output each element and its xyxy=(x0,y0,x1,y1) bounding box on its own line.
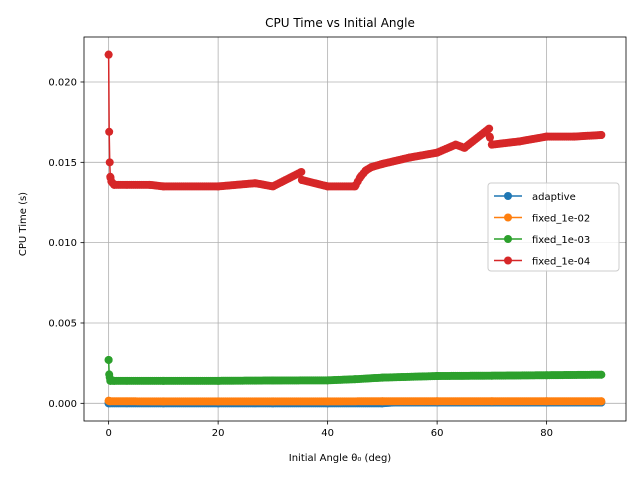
data-point xyxy=(104,355,113,364)
data-point xyxy=(268,376,277,385)
series-fixed_1e-02 xyxy=(104,396,606,406)
data-point xyxy=(159,376,168,385)
data-point xyxy=(104,50,113,59)
y-axis-title: CPU Time (s) xyxy=(18,192,29,256)
data-point xyxy=(487,397,496,406)
data-point xyxy=(597,131,606,140)
data-point xyxy=(214,182,223,191)
x-tick-label: 80 xyxy=(540,428,553,439)
y-tick-label: 0.000 xyxy=(48,399,77,410)
data-point xyxy=(487,140,496,149)
data-point xyxy=(159,397,168,406)
data-point xyxy=(105,158,114,167)
legend: adaptive fixed_1e-02 fixed_1e-03 fixed_1e-0… xyxy=(487,182,620,272)
series-fixed_1e-04 xyxy=(104,50,606,191)
data-point xyxy=(460,143,469,152)
series-fixed_1e-03 xyxy=(104,355,606,385)
data-point xyxy=(367,163,376,172)
data-point xyxy=(351,182,359,191)
y-tick-label: 0.010 xyxy=(48,238,77,249)
x-tick-label: 20 xyxy=(212,428,225,439)
legend-label: fixed_1e-04 xyxy=(532,257,590,268)
legend-marker xyxy=(504,256,512,265)
axis-ticks: 0 20 40 60 80 0.000 0.005 0.010 0.015 0.020 xyxy=(48,77,553,439)
data-point xyxy=(251,179,260,188)
data-point xyxy=(268,397,277,406)
data-point xyxy=(542,397,551,406)
data-point xyxy=(451,140,460,149)
data-point xyxy=(297,176,306,184)
chart-title: CPU Time vs Initial Angle xyxy=(265,16,415,30)
data-point xyxy=(485,124,494,133)
data-point xyxy=(268,182,277,191)
legend-marker xyxy=(504,192,512,200)
y-tick-label: 0.015 xyxy=(48,158,77,169)
data-point xyxy=(110,180,119,189)
data-point xyxy=(351,375,359,384)
data-point xyxy=(323,397,332,406)
data-point xyxy=(145,180,154,189)
data-point xyxy=(542,132,551,141)
data-point xyxy=(433,148,442,157)
x-axis-title: Initial Angle θ₀ (deg) xyxy=(289,453,392,464)
data-point xyxy=(515,137,524,146)
data-point xyxy=(323,376,332,385)
legend-label: fixed_1e-02 xyxy=(532,214,590,225)
data-point xyxy=(297,167,306,176)
data-point xyxy=(485,132,494,141)
y-tick-label: 0.020 xyxy=(48,77,77,88)
y-tick-label: 0.005 xyxy=(48,318,77,329)
data-point xyxy=(597,370,606,379)
legend-marker xyxy=(504,213,512,222)
data-point xyxy=(433,397,442,406)
data-point xyxy=(569,132,578,141)
legend-item: fixed_1e-03 xyxy=(494,235,590,246)
legend-marker xyxy=(504,235,512,243)
data-point xyxy=(323,182,332,191)
plot-frame xyxy=(83,36,627,422)
plot-area-data xyxy=(104,50,606,408)
data-point xyxy=(105,397,114,406)
legend-label: adaptive xyxy=(532,192,576,203)
x-tick-label: 40 xyxy=(321,428,334,439)
legend-item: fixed_1e-04 xyxy=(494,256,590,268)
data-point xyxy=(214,376,223,385)
data-point xyxy=(159,182,168,191)
data-point xyxy=(214,397,223,406)
data-point xyxy=(105,127,114,136)
data-point xyxy=(378,373,387,382)
data-point xyxy=(378,159,387,168)
x-tick-label: 60 xyxy=(431,428,444,439)
legend-item: adaptive xyxy=(494,192,576,203)
data-point xyxy=(110,376,119,385)
data-point xyxy=(405,153,414,162)
data-point xyxy=(356,172,365,181)
legend-item: fixed_1e-02 xyxy=(494,213,590,225)
data-point xyxy=(542,371,551,380)
data-point xyxy=(433,372,442,381)
data-point xyxy=(487,371,496,380)
legend-box xyxy=(487,182,620,272)
legend-label: fixed_1e-03 xyxy=(532,235,590,246)
data-point xyxy=(378,397,387,406)
data-point xyxy=(597,397,606,406)
x-tick-label: 0 xyxy=(105,428,111,439)
